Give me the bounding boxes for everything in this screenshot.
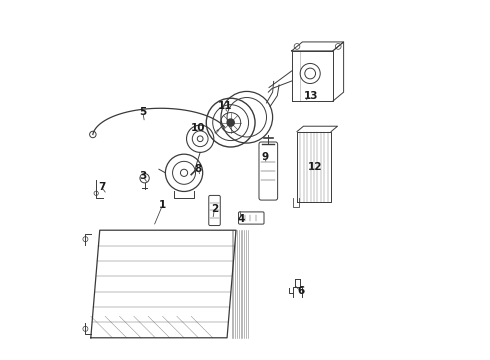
Text: 10: 10 xyxy=(191,123,206,133)
Text: 9: 9 xyxy=(261,152,269,162)
Text: 7: 7 xyxy=(98,182,105,192)
Text: 8: 8 xyxy=(195,164,202,174)
Text: 5: 5 xyxy=(139,107,147,117)
Text: 13: 13 xyxy=(304,91,319,101)
Text: 11: 11 xyxy=(218,102,233,112)
Text: 4: 4 xyxy=(238,215,245,224)
Text: 2: 2 xyxy=(211,204,218,214)
Text: 6: 6 xyxy=(297,286,304,296)
Text: 12: 12 xyxy=(308,162,322,172)
Text: 1: 1 xyxy=(159,200,166,210)
Circle shape xyxy=(227,119,234,126)
Text: 3: 3 xyxy=(139,171,147,181)
